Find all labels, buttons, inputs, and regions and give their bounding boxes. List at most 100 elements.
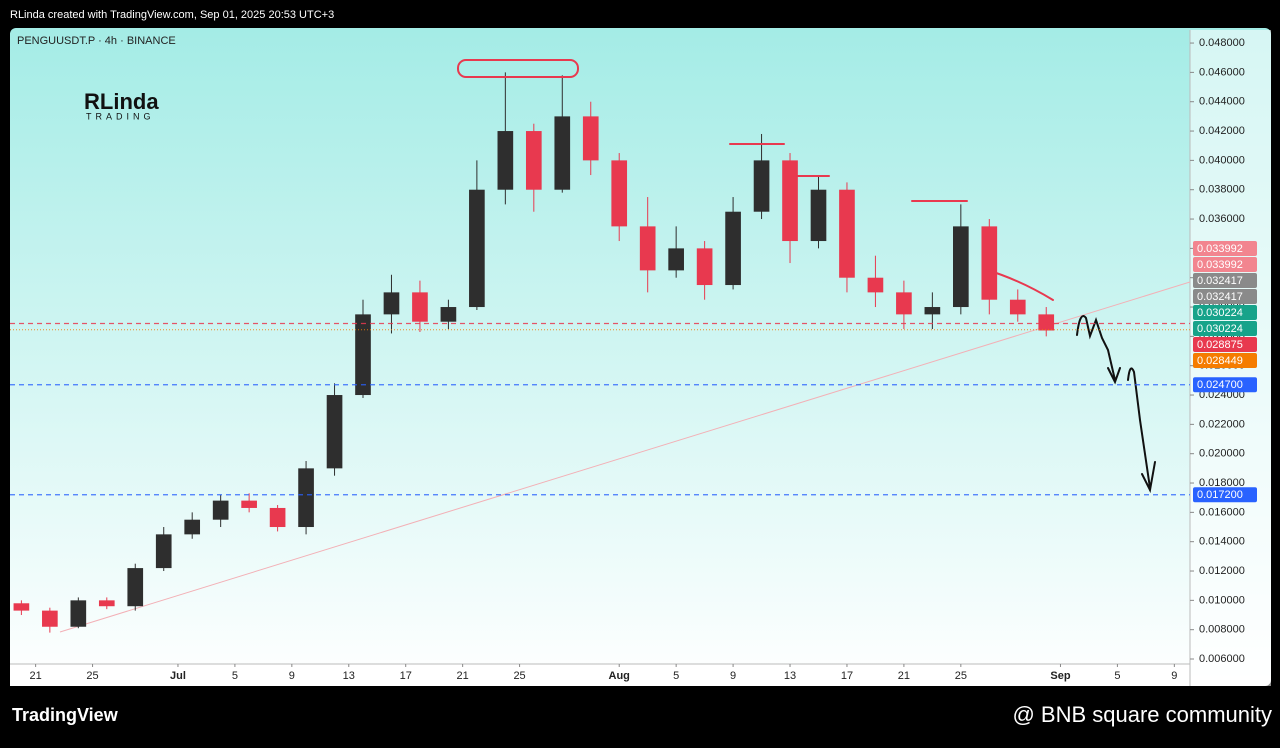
price-label: 0.030224	[1197, 323, 1243, 335]
x-tick-label: 9	[289, 670, 295, 682]
price-label: 0.033992	[1197, 259, 1243, 271]
candle-body	[440, 307, 457, 322]
candle-body	[582, 116, 599, 161]
candle-body	[241, 500, 257, 508]
x-tick-label: 21	[898, 670, 910, 682]
candle-body	[70, 600, 87, 627]
y-tick-label: 0.012000	[1199, 565, 1245, 577]
x-tick-label: 9	[730, 670, 736, 682]
candle-body	[611, 160, 628, 227]
y-tick-label: 0.036000	[1199, 213, 1245, 225]
candle-body	[298, 468, 314, 528]
candle-body	[782, 160, 798, 242]
candle-body	[326, 395, 343, 469]
y-tick-label: 0.014000	[1199, 536, 1245, 548]
footer: TradingView @ BNB square community	[12, 702, 1272, 727]
price-label: 0.032417	[1197, 275, 1243, 287]
candle-body	[127, 568, 144, 607]
y-tick-label: 0.010000	[1199, 594, 1245, 606]
candle-body	[383, 292, 400, 315]
price-label-box	[1193, 272, 1257, 288]
time-axis	[10, 664, 1190, 686]
price-label: 0.028875	[1197, 339, 1243, 351]
candle-body	[981, 226, 998, 300]
top-ellipse	[457, 59, 579, 78]
candle-body	[867, 277, 884, 293]
candle-body	[896, 292, 912, 315]
price-label-box	[1193, 352, 1257, 368]
candle-body	[725, 211, 741, 286]
candle-body	[924, 307, 941, 315]
candle-body	[1009, 299, 1026, 315]
chart-panel	[10, 28, 1271, 686]
y-tick-label: 0.042000	[1199, 125, 1245, 137]
x-tick-label: Sep	[1050, 670, 1070, 682]
x-tick-label: 21	[29, 670, 41, 682]
candle-body	[753, 160, 770, 212]
candle-body	[839, 189, 855, 278]
drawn-arrow	[1127, 367, 1156, 494]
drawn-arrow	[1076, 315, 1121, 385]
candle-body	[98, 600, 115, 607]
candle-body	[212, 500, 229, 520]
lower-high-line	[986, 269, 1054, 301]
y-tick-label: 0.048000	[1199, 37, 1245, 49]
price-label: 0.024700	[1197, 379, 1243, 391]
x-tick-label: 5	[232, 670, 238, 682]
candle-body	[269, 507, 286, 528]
candle-body	[184, 519, 201, 535]
candle-body	[13, 603, 30, 611]
candle-body	[810, 189, 827, 242]
price-label: 0.032417	[1197, 291, 1243, 303]
candle-body	[1038, 314, 1055, 331]
y-tick-label: 0.008000	[1199, 624, 1245, 636]
candle-body	[497, 131, 514, 190]
price-label-box	[1193, 336, 1257, 352]
x-tick-label: 13	[784, 670, 796, 682]
x-tick-label: 25	[513, 670, 525, 682]
footer-brand[interactable]: TradingView	[12, 705, 119, 725]
y-tick-label: 0.046000	[1199, 66, 1245, 78]
logo-sub: TRADING	[86, 111, 155, 121]
y-tick-label: 0.016000	[1199, 506, 1245, 518]
y-tick-label: 0.038000	[1199, 184, 1245, 196]
price-label: 0.030224	[1197, 307, 1243, 319]
x-tick-label: Jul	[170, 670, 186, 682]
symbol-title: PENGUUSDT.P · 4h · BINANCE	[17, 35, 176, 47]
x-tick-label: 5	[1114, 670, 1120, 682]
y-tick-label: 0.040000	[1199, 154, 1245, 166]
candle-body	[668, 248, 684, 271]
y-tick-label: 0.022000	[1199, 418, 1245, 430]
price-label: 0.028449	[1197, 355, 1243, 367]
candle-body	[639, 226, 656, 271]
logo-name: RLinda	[84, 89, 159, 114]
price-label: 0.017200	[1197, 489, 1243, 501]
y-tick-label: 0.020000	[1199, 448, 1245, 460]
y-tick-label: 0.006000	[1199, 653, 1245, 665]
x-tick-label: 17	[400, 670, 412, 682]
x-tick-label: Aug	[609, 670, 630, 682]
y-tick-label: 0.044000	[1199, 96, 1245, 108]
price-label: 0.033992	[1197, 243, 1243, 255]
price-label-box	[1193, 288, 1257, 304]
plot-area	[13, 72, 1190, 633]
candle-body	[525, 131, 542, 190]
candle-body	[355, 314, 371, 396]
x-tick-label: 13	[343, 670, 355, 682]
price-label-box	[1193, 304, 1257, 320]
x-tick-label: 5	[673, 670, 679, 682]
candle-body	[696, 248, 713, 286]
annotations	[457, 59, 1156, 494]
candle-body	[469, 189, 485, 308]
x-tick-label: 21	[457, 670, 469, 682]
candle-body	[554, 116, 571, 190]
price-label-box	[1193, 377, 1257, 393]
x-tick-label: 25	[86, 670, 98, 682]
price-label-box	[1193, 487, 1257, 503]
trendline	[59, 281, 1190, 633]
x-tick-label: 17	[841, 670, 853, 682]
x-tick-label: 25	[955, 670, 967, 682]
x-tick-label: 9	[1171, 670, 1177, 682]
header-text: RLinda created with TradingView.com, Sep…	[10, 9, 334, 21]
